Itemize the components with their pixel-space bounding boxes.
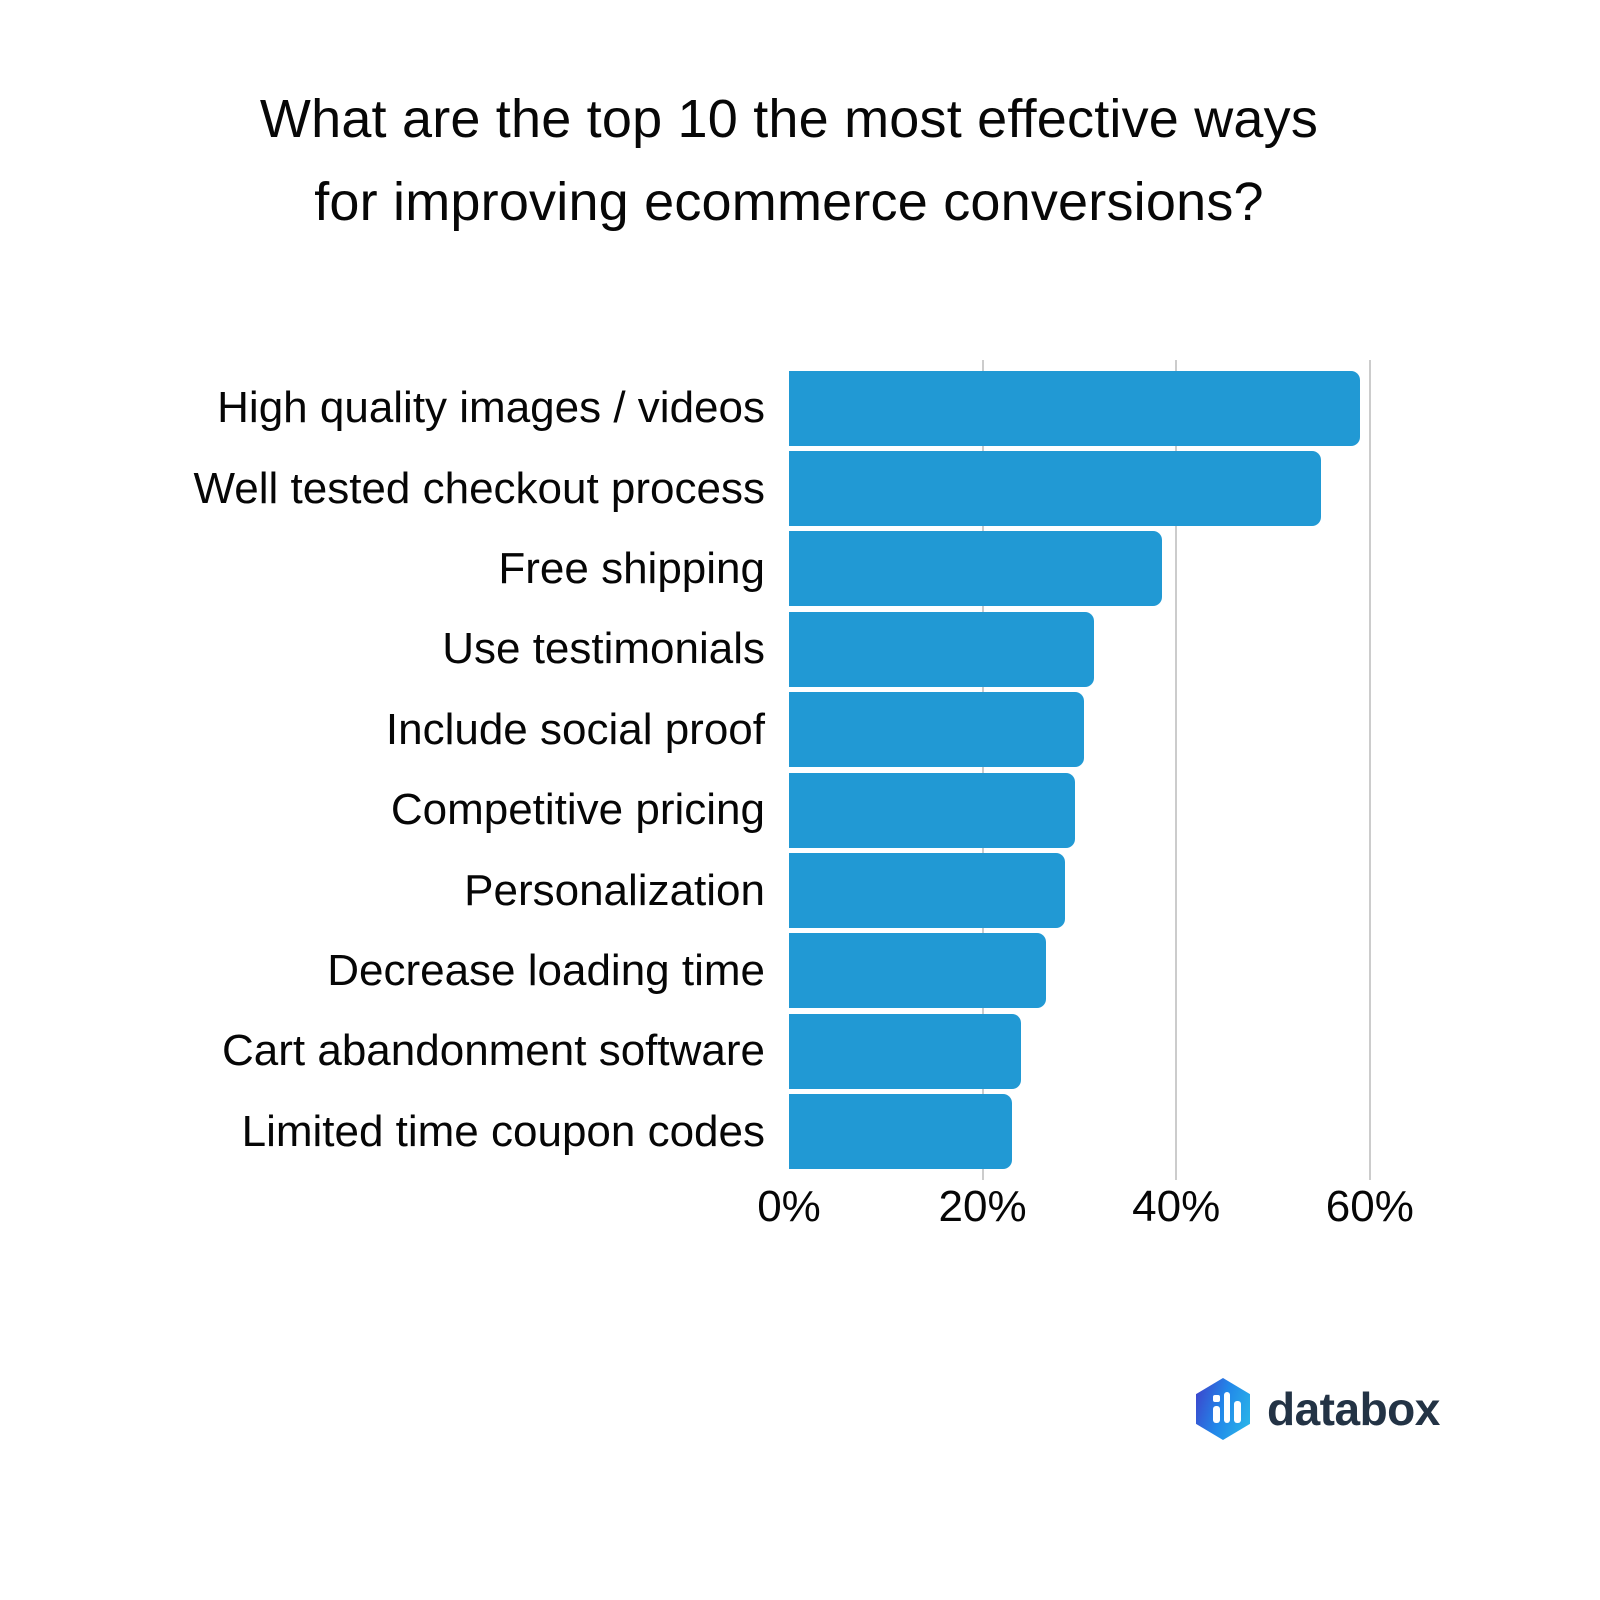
chart-row: Personalization — [0, 850, 1450, 930]
logo-bar-short — [1213, 1406, 1220, 1423]
chart-title: What are the top 10 the most effective w… — [0, 78, 1578, 244]
bar-track — [789, 370, 1450, 446]
bar-track — [789, 611, 1450, 687]
chart-row: Use testimonials — [0, 609, 1450, 689]
value-bar — [789, 1013, 1022, 1089]
x-axis-tick-label: 40% — [1132, 1182, 1221, 1231]
chart-row: Free shipping — [0, 529, 1450, 609]
category-label: Competitive pricing — [390, 785, 765, 835]
chart-title-line2: for improving ecommerce conversions? — [314, 172, 1264, 232]
chart-row: Cart abandonment software — [0, 1011, 1450, 1091]
category-label: High quality images / videos — [217, 383, 765, 433]
databox-hexagon-icon — [1196, 1378, 1250, 1440]
bar-track — [789, 531, 1450, 607]
gridline-60% — [1368, 360, 1371, 1180]
databox-logo-text: databox — [1267, 1383, 1440, 1435]
value-bar — [789, 370, 1361, 446]
category-label: Cart abandonment software — [222, 1026, 765, 1076]
category-label: Decrease loading time — [327, 945, 765, 995]
chart-row: Well tested checkout process — [0, 448, 1450, 528]
x-axis: 0% 20% 40% 60% — [0, 1182, 1600, 1242]
value-bar — [789, 692, 1085, 768]
category-label: Include social proof — [385, 704, 765, 754]
category-label: Personalization — [464, 865, 765, 915]
category-label: Use testimonials — [442, 624, 765, 674]
value-bar — [789, 933, 1046, 1009]
chart-row: Include social proof — [0, 690, 1450, 770]
logo-bar-dot — [1213, 1395, 1220, 1402]
chart-row: Decrease loading time — [0, 931, 1450, 1011]
value-bar — [789, 1094, 1012, 1170]
x-axis-tick-label: 20% — [938, 1182, 1027, 1231]
value-bar — [789, 451, 1322, 527]
databox-logo: databox — [1196, 1378, 1440, 1440]
category-label: Well tested checkout process — [193, 463, 765, 513]
chart-title-line1: What are the top 10 the most effective w… — [259, 89, 1319, 149]
value-bar — [789, 772, 1075, 848]
chart-row: Competitive pricing — [0, 770, 1450, 850]
gridlines — [789, 360, 1449, 1180]
value-bar — [789, 611, 1094, 687]
x-axis-tick-label: 0% — [757, 1182, 821, 1231]
category-label: Limited time coupon codes — [241, 1106, 765, 1156]
gridline-20% — [981, 360, 984, 1180]
bar-track — [789, 1013, 1450, 1089]
chart-row: High quality images / videos — [0, 368, 1450, 448]
x-axis-tick-label: 60% — [1325, 1182, 1414, 1231]
gridline-40% — [1175, 360, 1178, 1180]
value-bar — [789, 853, 1065, 929]
logo-bar-medium — [1234, 1401, 1241, 1423]
bar-track — [789, 692, 1450, 768]
category-label: Free shipping — [498, 543, 765, 593]
chart-row: Limited time coupon codes — [0, 1092, 1450, 1172]
bar-track — [789, 451, 1450, 527]
bar-rows: High quality images / videos Well tested … — [0, 368, 1450, 1172]
bar-track — [789, 772, 1450, 848]
bar-track — [789, 1094, 1450, 1170]
bar-track — [789, 933, 1450, 1009]
value-bar — [789, 531, 1162, 607]
logo-bar-tall — [1223, 1392, 1230, 1423]
bar-track — [789, 853, 1450, 929]
